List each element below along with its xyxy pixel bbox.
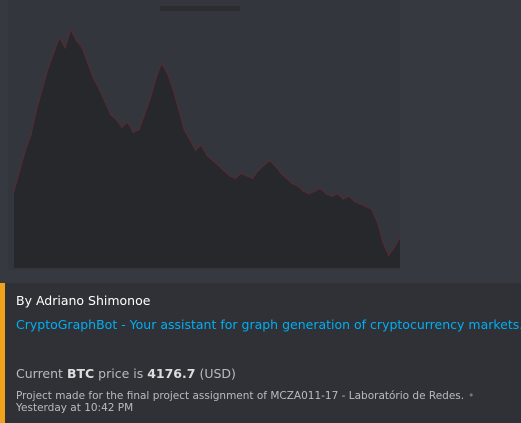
price-area [14,29,400,269]
price-point [166,72,169,75]
price-point [41,88,44,90]
price-point [348,195,350,198]
price-point [92,77,95,80]
price-point [245,175,248,177]
price-point [47,67,49,70]
price-point [342,198,345,200]
price-point [75,39,78,41]
embed-card: By Adriano Shimonoe CryptoGraphBot - You… [0,283,521,423]
price-point [104,100,106,103]
embed-author: By Adriano Shimonoe [16,293,151,308]
price-point [291,182,293,185]
price-point [206,154,208,157]
price-point [251,177,254,180]
price-point [126,121,129,123]
price-point [200,144,203,146]
footer-timestamp: Yesterday at 10:42 PM [16,402,134,414]
price-point [399,236,401,239]
chart-image [13,6,401,269]
price-point [302,190,305,192]
price-point [382,241,384,244]
price-point [353,200,356,203]
price-point [132,131,134,134]
price-point [172,88,174,90]
price-symbol: BTC [66,366,95,381]
price-point [35,108,38,111]
price-point [64,47,66,49]
price-middle: price is [98,366,144,381]
price-point [263,164,265,167]
price-point [325,193,328,195]
footer-separator: • [468,390,475,402]
price-point [370,208,373,210]
price-point [331,195,333,198]
price-point [268,159,271,162]
price-point [194,149,197,151]
price-point [336,193,339,195]
price-point [228,175,231,177]
price-point [274,164,276,167]
price-point [138,129,140,131]
embed-footer: Project made for the final project assig… [16,390,511,414]
price-point [143,113,146,116]
price-point [365,205,367,208]
price-point [149,98,151,100]
price-point [13,190,15,192]
price-point [58,36,61,39]
price-point [359,203,362,205]
price-point [211,159,214,162]
chart-title-placeholder [160,6,240,11]
price-chart [13,28,401,269]
price-point [18,169,21,172]
price-point [308,193,311,195]
price-point [387,254,390,256]
embed-title-link[interactable]: CryptoGraphBot - Your assistant for grap… [16,317,521,332]
price-point [24,149,27,151]
price-point [52,52,55,54]
price-point [160,62,163,64]
footer-text: Project made for the final project assig… [16,390,465,402]
embed-accent-bar [0,283,5,423]
price-point [257,169,259,172]
price-point [98,88,100,90]
price-point [155,77,157,80]
price-point [217,164,220,167]
price-point [297,185,299,187]
price-point [30,134,32,136]
price-point [189,139,191,141]
price-point [70,29,72,31]
price-currency: (USD) [199,366,236,381]
price-point [314,190,316,192]
price-point [223,169,225,172]
price-value: 4176.7 [147,366,196,381]
price-prefix: Current [16,366,63,381]
price-point [109,113,112,116]
price-point [393,246,396,249]
price-point [280,172,282,175]
price-point [183,129,186,131]
price-point [240,172,242,175]
price-point [376,221,379,223]
price-point [319,187,322,190]
price-point [121,126,123,128]
price-point [234,177,237,180]
price-point [177,108,180,111]
current-price-line: Current BTC price is 4176.7 (USD) [16,366,236,381]
price-point [87,62,89,64]
price-point [81,47,83,49]
price-point [115,118,117,121]
price-point [285,177,288,180]
